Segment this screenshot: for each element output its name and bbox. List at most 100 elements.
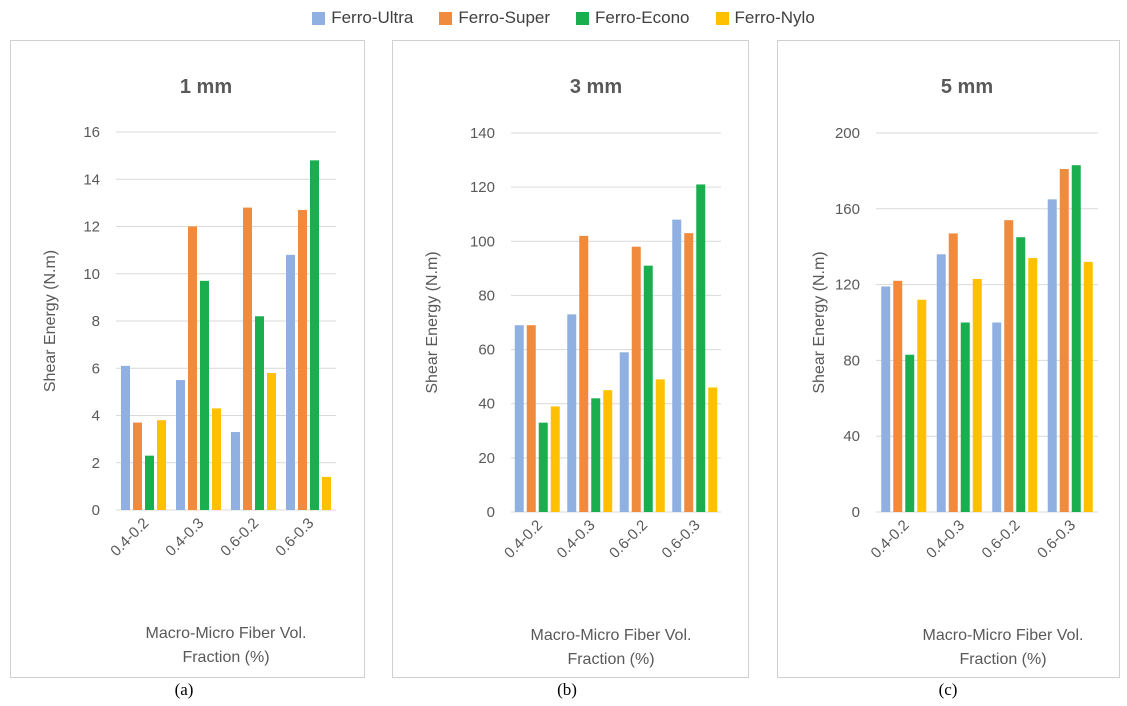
bar-ferro-super: [893, 280, 903, 512]
chart-panel-3mm: 3 mm 0 20 40 60 80 100 120 140 0.4-0.2 0.4-0.3 0.6-…: [392, 40, 749, 678]
bar-ferro-super: [948, 233, 958, 512]
bar-ferro-econo: [643, 265, 653, 512]
bar-ferro-nylo: [322, 476, 331, 510]
bar-ferro-ultra: [672, 219, 682, 512]
legend-swatch: [312, 11, 326, 25]
bar-ferro-ultra: [619, 352, 629, 512]
y-tick-label: 6: [92, 360, 100, 377]
bar-ferro-super: [243, 207, 252, 510]
legend-label: Ferro-Econo: [595, 8, 690, 27]
y-tick-label: 120: [470, 179, 495, 196]
bar-ferro-ultra: [992, 322, 1002, 512]
bar-ferro-nylo: [1028, 258, 1038, 512]
bar-ferro-nylo: [1083, 261, 1093, 512]
x-axis-label: Macro-Micro Fiber Vol. Fraction (%): [531, 627, 692, 668]
bar-ferro-econo: [960, 322, 970, 512]
bar-ferro-super: [526, 325, 536, 512]
legend-item-ferro-nylo: Ferro-Nylo: [715, 8, 815, 28]
y-tick-label: 8: [92, 313, 100, 330]
panel-label-b: (b): [557, 680, 577, 699]
bar-ferro-nylo: [157, 420, 166, 510]
bar-ferro-econo: [200, 280, 209, 510]
x-tick-label: 0.4-0.3: [923, 517, 968, 562]
x-tick-label: 0.6-0.2: [217, 515, 262, 560]
legend-item-ferro-super: Ferro-Super: [439, 8, 550, 28]
bar-ferro-nylo: [603, 390, 613, 512]
x-tick-label: 0.4-0.2: [501, 517, 546, 562]
legend-label: Ferro-Nylo: [734, 8, 815, 27]
legend-item-ferro-ultra: Ferro-Ultra: [312, 8, 413, 28]
x-tick-label: 0.6-0.3: [272, 515, 317, 560]
y-tick-label: 10: [83, 266, 100, 283]
legend-item-ferro-econo: Ferro-Econo: [576, 8, 690, 28]
y-tick-label: 0: [92, 502, 100, 519]
bar-ferro-ultra: [121, 365, 130, 510]
bar-ferro-ultra: [1047, 199, 1057, 512]
bar-ferro-econo: [538, 422, 548, 512]
bar-ferro-super: [188, 226, 197, 510]
bar-ferro-nylo: [655, 379, 665, 512]
x-tick-label: 0.4-0.2: [107, 515, 152, 560]
bar-ferro-nylo: [267, 372, 276, 510]
bar-ferro-nylo: [550, 406, 560, 512]
bar-ferro-econo: [1071, 165, 1081, 512]
bar-ferro-econo: [310, 160, 319, 510]
chart-panel-5mm: 5 mm 0 40 80 120 160 200 0.4-0.2 0.4-0.3 0.6-0.2 0…: [777, 40, 1120, 678]
y-tick-label: 60: [478, 342, 495, 359]
legend-swatch: [715, 11, 729, 25]
chart-title: 3 mm: [570, 76, 622, 98]
bar-ferro-ultra: [176, 380, 185, 510]
y-tick-label: 16: [83, 124, 100, 141]
y-tick-label: 40: [843, 428, 860, 445]
chart-svg: 5 mm 0 40 80 120 160 200 0.4-0.2 0.4-0.3 0.6-0.2 0…: [811, 76, 1098, 668]
bar-ferro-ultra: [881, 286, 891, 512]
chart-legend: Ferro-Ultra Ferro-Super Ferro-Econo Ferr…: [0, 8, 1127, 28]
bar-ferro-nylo: [708, 387, 718, 512]
y-tick-label: 2: [92, 455, 100, 472]
bar-ferro-super: [684, 233, 694, 512]
y-tick-label: 160: [835, 201, 860, 218]
y-tick-label: 80: [478, 287, 495, 304]
y-tick-label: 20: [478, 450, 495, 467]
legend-swatch: [576, 11, 590, 25]
bar-ferro-econo: [145, 455, 154, 510]
y-tick-label: 80: [843, 352, 860, 369]
bar-ferro-super: [133, 422, 142, 510]
bar-ferro-ultra: [567, 314, 577, 512]
bar-ferro-super: [298, 209, 307, 510]
bar-ferro-nylo: [972, 278, 982, 512]
bar-ferro-super: [1004, 220, 1014, 513]
bar-ferro-super: [631, 246, 641, 512]
y-tick-label: 100: [470, 233, 495, 250]
bar-ferro-econo: [1016, 237, 1026, 512]
y-tick-label: 0: [487, 504, 495, 521]
x-tick-label: 0.4-0.3: [554, 517, 599, 562]
x-tick-label: 0.6-0.2: [979, 517, 1024, 562]
y-tick-label: 12: [83, 219, 100, 236]
y-tick-label: 40: [478, 396, 495, 413]
bar-ferro-ultra: [514, 325, 524, 512]
bar-ferro-ultra: [231, 432, 240, 510]
chart-title: 5 mm: [941, 76, 993, 98]
y-axis-label: Shear Energy (N.m): [42, 250, 59, 392]
x-axis-label: Macro-Micro Fiber Vol. Fraction (%): [146, 625, 307, 666]
bar-ferro-econo: [591, 398, 601, 512]
x-axis-label: Macro-Micro Fiber Vol. Fraction (%): [923, 627, 1084, 668]
y-axis-label: Shear Energy (N.m): [424, 251, 441, 393]
y-tick-label: 4: [92, 408, 100, 425]
panel-label-a: (a): [174, 680, 194, 699]
bar-ferro-super: [1059, 169, 1069, 512]
bar-ferro-econo: [696, 184, 706, 512]
legend-label: Ferro-Super: [458, 8, 551, 27]
legend-label: Ferro-Ultra: [331, 8, 414, 27]
y-tick-label: 14: [83, 171, 100, 188]
y-tick-label: 120: [835, 277, 860, 294]
bar-ferro-super: [579, 235, 589, 512]
bar-ferro-ultra: [286, 254, 295, 510]
x-tick-label: 0.4-0.3: [162, 515, 207, 560]
x-tick-label: 0.6-0.2: [606, 517, 651, 562]
y-tick-label: 200: [835, 125, 860, 142]
y-axis-label: Shear Energy (N.m): [811, 251, 828, 393]
panel-label-c: (c): [938, 680, 958, 699]
chart-panel-1mm: 1 mm 0 2 4 6 8 10 12 14 16 0.4-0.2 0.4-0.3 0.6-0.2 0.…: [10, 40, 365, 678]
